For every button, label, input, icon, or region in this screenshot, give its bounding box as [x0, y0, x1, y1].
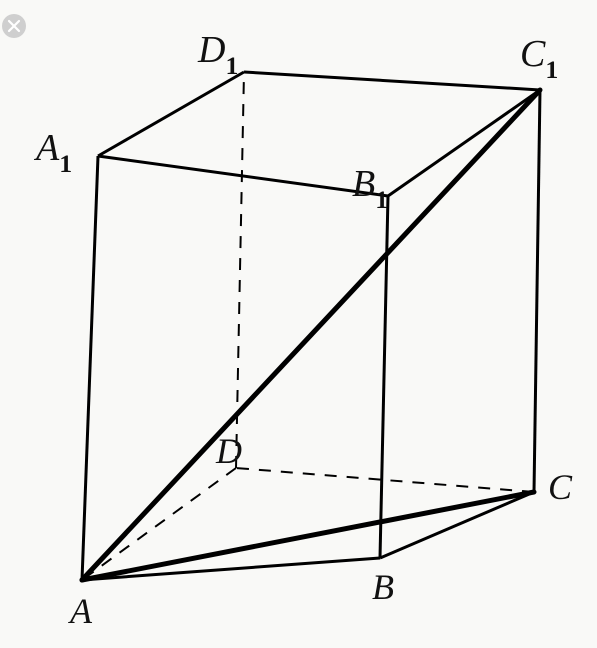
edge-C-D: [236, 468, 534, 492]
edge-B1-C1: [388, 90, 540, 196]
edge-B-C: [380, 492, 534, 558]
vertex-label-D: D: [216, 430, 242, 472]
vertex-label-D1: D1: [198, 28, 238, 78]
edge-C-C1: [534, 90, 540, 492]
vertex-label-B1: B1: [352, 162, 388, 212]
vertex-label-C1: C1: [520, 32, 558, 82]
edge-D1-A1: [98, 72, 244, 156]
edge-A1-B1: [98, 156, 388, 196]
vertex-label-B: B: [372, 566, 394, 608]
vertex-label-A1: A1: [36, 126, 72, 176]
vertex-label-A: A: [70, 590, 92, 632]
vertex-label-C: C: [548, 466, 572, 508]
edge-A-A1: [82, 156, 98, 580]
edge-C1-D1: [244, 72, 540, 90]
prism-diagram: [0, 0, 597, 648]
